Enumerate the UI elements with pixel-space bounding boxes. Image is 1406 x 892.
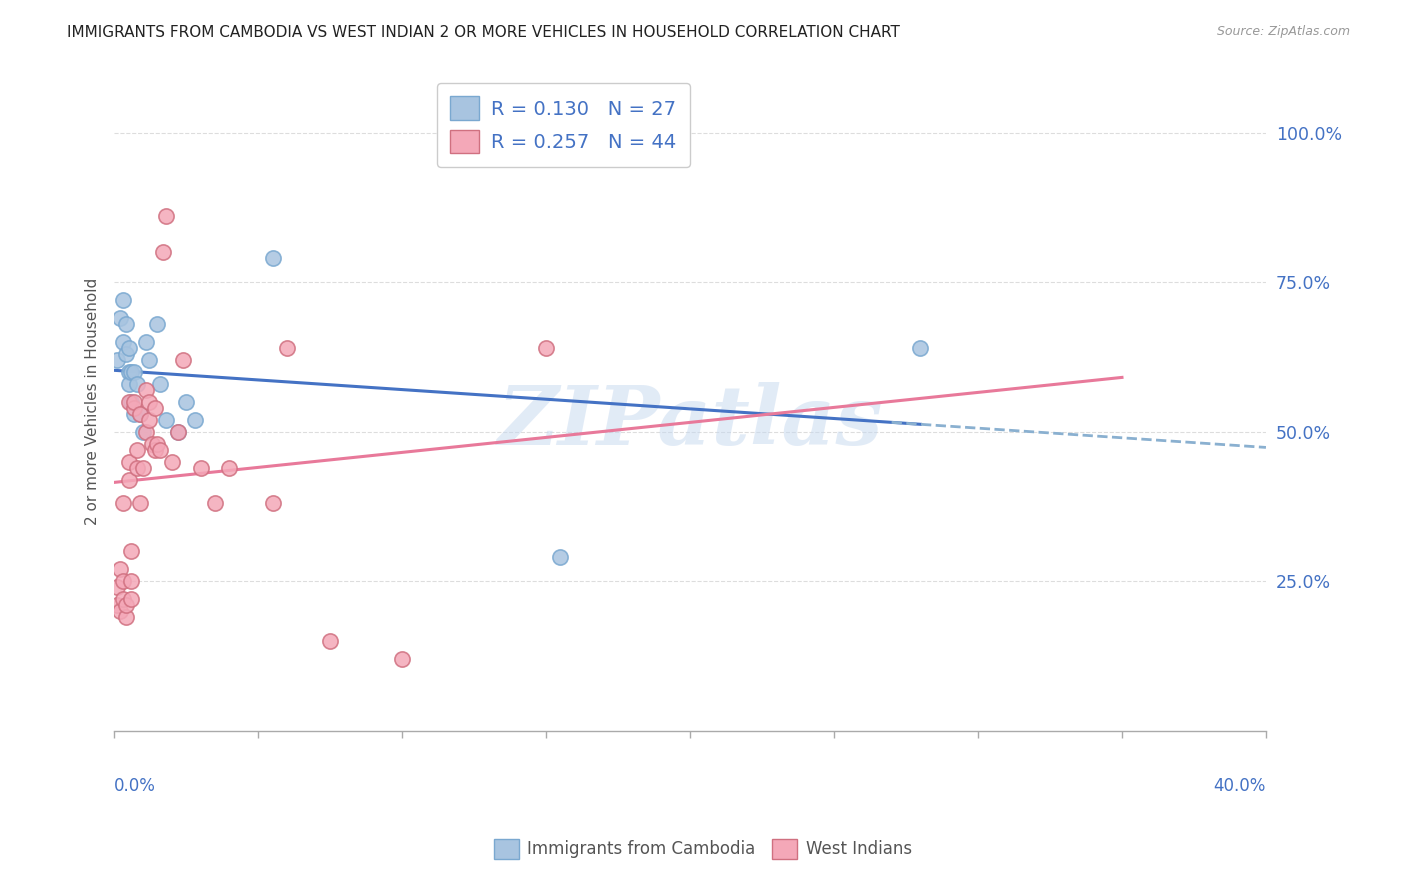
Point [111, 496, 134, 510]
Point [141, 436, 163, 450]
Point [117, 341, 139, 355]
Point [124, 407, 146, 421]
Point [166, 425, 188, 439]
Point [105, 580, 128, 594]
Point [135, 334, 157, 349]
Legend: Immigrants from Cambodia, West Indians: Immigrants from Cambodia, West Indians [488, 832, 918, 866]
Point [190, 460, 212, 475]
Point [121, 544, 143, 558]
Point [114, 598, 136, 612]
Point [146, 436, 169, 450]
Point [114, 610, 136, 624]
Text: 0.0%: 0.0% [114, 777, 156, 795]
Point [143, 442, 166, 457]
Point [172, 353, 194, 368]
Text: Source: ZipAtlas.com: Source: ZipAtlas.com [1216, 25, 1350, 38]
Point [117, 365, 139, 379]
Point [319, 634, 342, 648]
Text: IMMIGRANTS FROM CAMBODIA VS WEST INDIAN 2 OR MORE VEHICLES IN HOUSEHOLD CORRELAT: IMMIGRANTS FROM CAMBODIA VS WEST INDIAN … [67, 25, 900, 40]
Point [138, 413, 160, 427]
Point [391, 652, 413, 666]
Point [111, 574, 134, 589]
Point [135, 383, 157, 397]
Point [276, 341, 298, 355]
Point [550, 550, 572, 565]
Text: ZIPatlas: ZIPatlas [498, 382, 883, 461]
Point [111, 293, 134, 308]
Text: 40.0%: 40.0% [1213, 777, 1265, 795]
Point [155, 210, 177, 224]
Point [121, 394, 143, 409]
Point [105, 598, 128, 612]
Point [124, 401, 146, 415]
Point [111, 592, 134, 607]
Point [204, 496, 226, 510]
Point [129, 496, 152, 510]
Point [910, 341, 932, 355]
Point [262, 252, 284, 266]
Point [135, 425, 157, 439]
Point [262, 496, 284, 510]
Point [105, 353, 128, 368]
Point [138, 353, 160, 368]
Point [124, 365, 146, 379]
Point [184, 413, 207, 427]
Point [155, 413, 177, 427]
Point [149, 376, 172, 391]
Point [129, 407, 152, 421]
Point [127, 376, 149, 391]
Legend: R = 0.130   N = 27, R = 0.257   N = 44: R = 0.130 N = 27, R = 0.257 N = 44 [437, 83, 690, 167]
Point [117, 376, 139, 391]
Point [108, 562, 131, 576]
Point [121, 574, 143, 589]
Point [114, 347, 136, 361]
Point [121, 365, 143, 379]
Point [117, 473, 139, 487]
Point [127, 442, 149, 457]
Point [152, 245, 174, 260]
Point [143, 401, 166, 415]
Point [111, 334, 134, 349]
Point [132, 425, 155, 439]
Point [127, 460, 149, 475]
Point [108, 604, 131, 618]
Point [174, 394, 197, 409]
Y-axis label: 2 or more Vehicles in Household: 2 or more Vehicles in Household [86, 278, 100, 525]
Point [218, 460, 240, 475]
Point [160, 454, 183, 468]
Point [121, 592, 143, 607]
Point [129, 407, 152, 421]
Point [117, 454, 139, 468]
Point [138, 394, 160, 409]
Point [114, 317, 136, 331]
Point [146, 317, 169, 331]
Point [108, 311, 131, 326]
Point [149, 442, 172, 457]
Point [124, 394, 146, 409]
Point [117, 394, 139, 409]
Point [534, 341, 557, 355]
Point [132, 460, 155, 475]
Point [166, 425, 188, 439]
